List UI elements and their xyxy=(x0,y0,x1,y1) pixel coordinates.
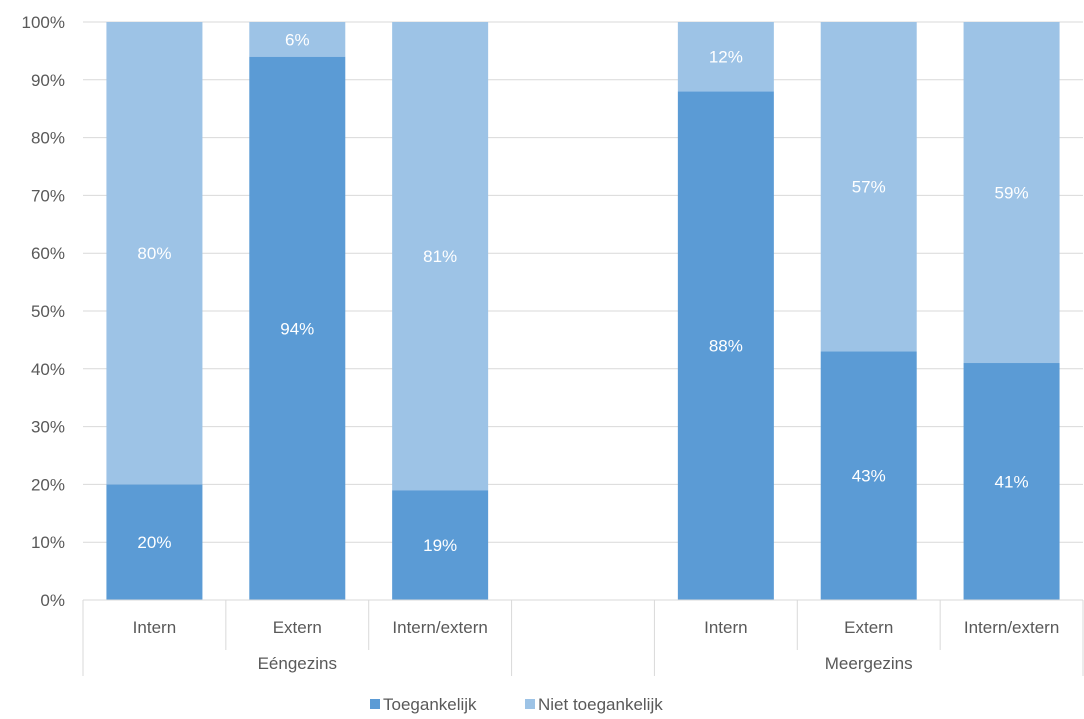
bar-segment-niet-toegankelijk xyxy=(249,22,346,57)
bar-segment-niet-toegankelijk xyxy=(820,22,917,352)
bar-segment-niet-toegankelijk xyxy=(106,22,203,485)
x-group-label: Meergezins xyxy=(825,654,913,673)
data-label: 94% xyxy=(280,319,314,338)
y-tick-label: 30% xyxy=(31,418,65,437)
data-label: 41% xyxy=(995,473,1029,492)
data-label: 43% xyxy=(852,467,886,486)
bar-segment-toegankelijk xyxy=(392,490,489,600)
y-tick-label: 0% xyxy=(40,591,65,610)
y-axis-ticks: 0% 10% 20% 30% 40% 50% 60% 70% 80% 90% 100% xyxy=(22,13,65,610)
legend-label: Niet toegankelijk xyxy=(538,695,663,714)
legend: Toegankelijk Niet toegankelijk xyxy=(370,695,663,714)
y-tick-label: 90% xyxy=(31,71,65,90)
data-label: 59% xyxy=(995,184,1029,203)
y-tick-label: 60% xyxy=(31,244,65,263)
bar-segment-niet-toegankelijk xyxy=(963,22,1060,364)
x-axis: Intern Extern Intern/extern Intern Extern Int… xyxy=(82,599,1084,676)
x-category-label: Extern xyxy=(844,618,893,637)
data-label: 6% xyxy=(285,30,310,49)
x-category-label: Intern/extern xyxy=(964,618,1059,637)
y-tick-label: 70% xyxy=(31,186,65,205)
data-label: 57% xyxy=(852,178,886,197)
data-labels: 20% 80% 94% 6% 19% 81% 88% 12% 43% 57% 41% 59% xyxy=(137,30,1028,555)
data-label: 19% xyxy=(423,536,457,555)
bar-segment-niet-toegankelijk xyxy=(677,22,774,92)
y-tick-label: 80% xyxy=(31,129,65,148)
y-tick-label: 50% xyxy=(31,302,65,321)
bar-segment-toegankelijk xyxy=(106,484,203,600)
bar-segment-toegankelijk xyxy=(820,351,917,600)
bars xyxy=(106,22,1060,601)
y-tick-label: 100% xyxy=(22,13,65,32)
data-label: 80% xyxy=(137,244,171,263)
x-group-label: Eéngezins xyxy=(258,654,337,673)
data-label: 20% xyxy=(137,533,171,552)
data-label: 12% xyxy=(709,48,743,67)
legend-label: Toegankelijk xyxy=(383,695,477,714)
x-category-label: Intern/extern xyxy=(392,618,487,637)
data-label: 81% xyxy=(423,247,457,266)
bar-segment-toegankelijk xyxy=(963,363,1060,600)
gridlines xyxy=(83,21,1083,601)
x-category-label: Extern xyxy=(273,618,322,637)
legend-swatch xyxy=(370,699,380,709)
bar-segment-niet-toegankelijk xyxy=(392,22,489,491)
bar-segment-toegankelijk xyxy=(249,56,346,601)
legend-swatch xyxy=(525,699,535,709)
data-label: 88% xyxy=(709,337,743,356)
x-category-label: Intern xyxy=(133,618,176,637)
y-tick-label: 20% xyxy=(31,475,65,494)
bar-segment-toegankelijk xyxy=(677,91,774,601)
y-tick-label: 40% xyxy=(31,360,65,379)
x-category-label: Intern xyxy=(704,618,747,637)
y-tick-label: 10% xyxy=(31,533,65,552)
